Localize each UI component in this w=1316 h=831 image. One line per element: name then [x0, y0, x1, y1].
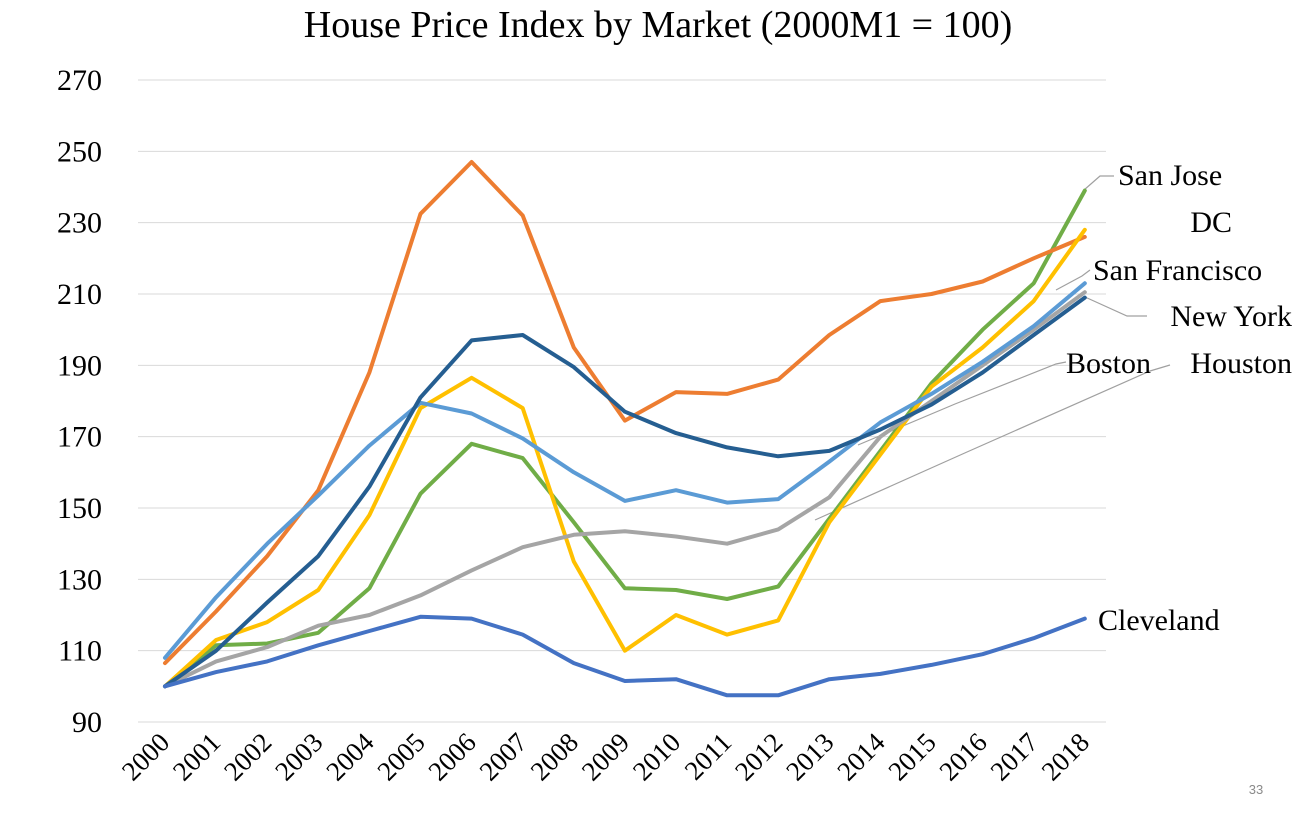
series-line-new-york	[163, 290, 1087, 689]
y-tick-label: 230	[57, 207, 102, 240]
x-tick-label: 2005	[371, 727, 430, 786]
y-tick-label: 210	[57, 278, 102, 311]
chart-title: House Price Index by Market (2000M1 = 10…	[303, 4, 1013, 46]
y-tick-label: 150	[57, 492, 102, 525]
series-label-new-york: New York	[1170, 300, 1292, 333]
x-tick-label: 2014	[831, 727, 891, 787]
series-line-houston	[163, 295, 1087, 689]
y-tick-label: 190	[57, 349, 102, 382]
gridlines	[138, 79, 1106, 723]
series-label-dc: DC	[1190, 206, 1232, 239]
page-number: 33	[1248, 782, 1264, 797]
series-labels: San Jose DC San Francisco New York Boston Hou…	[1066, 159, 1292, 637]
y-tick-label: 170	[57, 421, 102, 454]
series-line-san-jose	[163, 188, 1087, 689]
series-label-houston: Houston	[1190, 347, 1292, 380]
y-tick-label: 110	[58, 635, 102, 668]
series-lines	[163, 160, 1087, 698]
label-leader-line	[1084, 296, 1147, 317]
label-leader-line	[857, 361, 1067, 446]
x-tick-label: 2007	[474, 727, 533, 786]
x-tick-label: 2000	[116, 727, 175, 786]
x-tick-label: 2011	[679, 727, 738, 786]
x-tick-label: 2017	[985, 727, 1044, 786]
x-tick-label: 2001	[167, 727, 226, 786]
x-tick-label: 2009	[576, 727, 635, 786]
x-axis-tick-labels: 2000200120022003200420052006200720082009…	[116, 727, 1095, 787]
x-tick-label: 2003	[269, 727, 328, 786]
x-tick-label: 2018	[1036, 727, 1095, 786]
x-tick-label: 2008	[525, 727, 584, 786]
series-line-san-francisco	[163, 227, 1087, 689]
series-line-dc	[163, 160, 1087, 666]
series-label-cleveland: Cleveland	[1098, 604, 1220, 637]
series-label-san-jose: San Jose	[1118, 159, 1222, 192]
y-tick-label: 250	[57, 135, 102, 168]
x-tick-label: 2010	[627, 727, 686, 786]
x-tick-label: 2016	[933, 727, 992, 786]
label-leader-lines	[814, 175, 1171, 521]
y-tick-label: 90	[72, 706, 102, 739]
x-tick-label: 2013	[780, 727, 839, 786]
x-tick-label: 2002	[218, 727, 277, 786]
x-tick-label: 2006	[422, 727, 481, 786]
y-axis-tick-labels: 90 110 130 150 170 190 210 230 250 270	[57, 64, 102, 739]
y-tick-label: 130	[57, 563, 102, 596]
label-leader-line	[1055, 269, 1091, 291]
y-tick-label: 270	[57, 64, 102, 97]
series-label-boston: Boston	[1066, 347, 1151, 380]
x-tick-label: 2015	[882, 727, 941, 786]
series-line-boston	[163, 281, 1087, 660]
label-leader-line	[814, 364, 1171, 521]
x-tick-label: 2004	[320, 727, 380, 787]
series-label-san-francisco: San Francisco	[1093, 254, 1262, 287]
label-leader-line	[1083, 175, 1114, 191]
series-line-cleveland	[163, 614, 1087, 698]
x-tick-label: 2012	[729, 727, 788, 786]
